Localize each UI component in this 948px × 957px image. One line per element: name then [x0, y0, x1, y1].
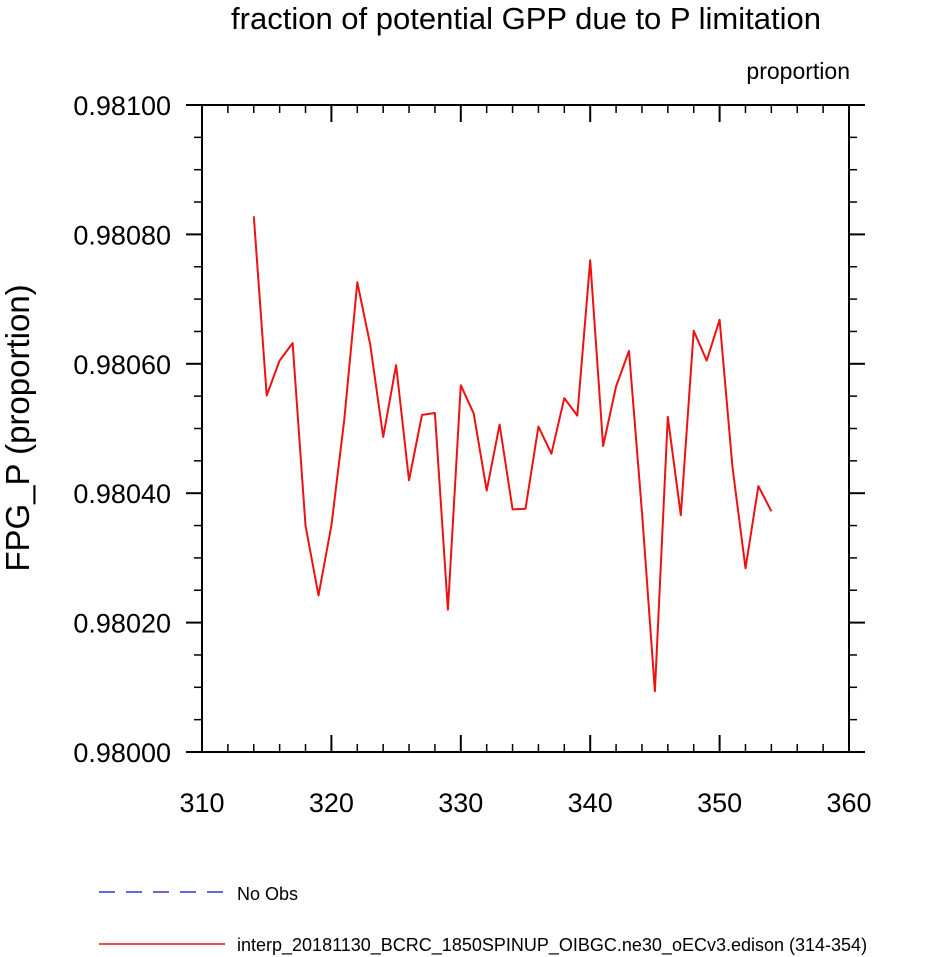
- legend: No Obs interp_20181130_BCRC_1850SPINUP_O…: [99, 884, 867, 956]
- x-tick-label: 350: [697, 788, 742, 818]
- x-tick-label: 360: [826, 788, 871, 818]
- x-tick-label: 330: [438, 788, 483, 818]
- y-tick-label: 0.98020: [73, 609, 171, 639]
- plot-frame: [201, 104, 850, 753]
- y-tick-label: 0.98000: [73, 738, 171, 768]
- series-line-1: [252, 216, 773, 693]
- y-tick-label: 0.98040: [73, 479, 171, 509]
- y-tick-label: 0.98080: [73, 220, 171, 250]
- y-tick-label: 0.98060: [73, 350, 171, 380]
- chart-title: fraction of potential GPP due to P limit…: [231, 1, 821, 36]
- y-tick-label: 0.98100: [73, 91, 171, 121]
- y-axis-label: FPG_P (proportion): [0, 284, 36, 571]
- legend-label-model-run: interp_20181130_BCRC_1850SPINUP_OIBGC.ne…: [237, 935, 867, 956]
- x-tick-label: 320: [309, 788, 354, 818]
- legend-label-no-obs: No Obs: [237, 884, 298, 904]
- tick-labels: 310 320 330 340 350 360 0.98000 0.98020 0.98040 0…: [73, 91, 871, 818]
- units-label: proportion: [746, 58, 850, 84]
- x-tick-label: 310: [179, 788, 224, 818]
- series-layer: [252, 216, 773, 693]
- axis-ticks: [186, 104, 865, 753]
- x-tick-label: 340: [568, 788, 613, 818]
